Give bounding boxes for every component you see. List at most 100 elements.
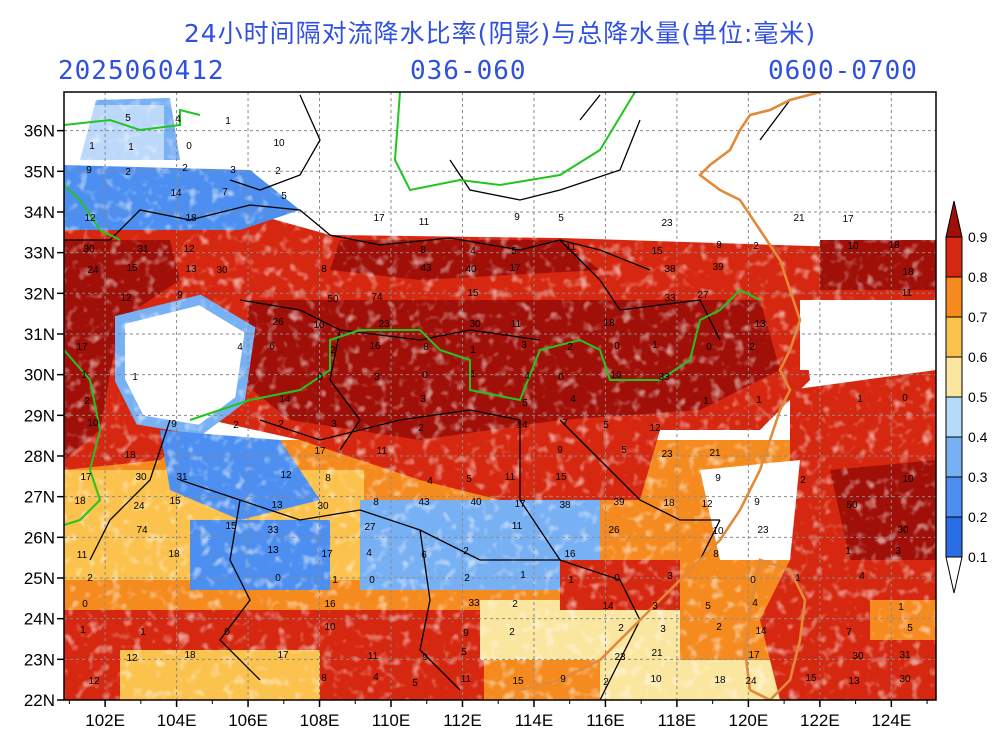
rain-amount-label: 2 <box>716 622 722 633</box>
rain-amount-label: 23 <box>378 319 390 330</box>
rain-amount-label: 3 <box>660 624 666 635</box>
rain-amount-label: 9 <box>177 290 183 301</box>
rain-amount-label: 18 <box>74 496 86 507</box>
colorbar-segment <box>945 276 963 318</box>
rain-amount-label: 6 <box>269 341 275 352</box>
rain-amount-label: 2 <box>749 342 755 353</box>
rain-amount-label: 17 <box>373 213 385 224</box>
run-date: 2025060412 <box>58 56 225 86</box>
rain-amount-label: 5 <box>412 678 418 689</box>
lon-tick-label: 120E <box>729 711 769 730</box>
rain-amount-label: 8 <box>713 549 719 560</box>
colorbar-label: 0.1 <box>968 549 988 565</box>
rain-amount-label: 1 <box>520 570 526 581</box>
rain-amount-label: 5 <box>603 420 609 431</box>
lon-tick-label: 106E <box>228 711 268 730</box>
rain-amount-label: 16 <box>369 341 381 352</box>
rain-amount-label: 10 <box>273 138 285 149</box>
rain-amount-label: 12 <box>649 423 661 434</box>
colorbar-segment <box>945 236 963 278</box>
lat-tick-label: 35N <box>24 162 55 181</box>
lat-tick-label: 31N <box>24 325 55 344</box>
rain-amount-label: 2 <box>463 546 469 557</box>
rain-amount-label: 43 <box>420 263 432 274</box>
rain-amount-label: 15 <box>555 472 567 483</box>
rain-amount-label: 2 <box>800 475 806 486</box>
rain-amount-label: 6 <box>421 550 427 561</box>
rain-amount-label: 8 <box>420 245 426 256</box>
lat-tick-label: 29N <box>24 406 55 425</box>
rain-amount-label: 30 <box>216 265 228 276</box>
rain-amount-label: 14 <box>516 420 528 431</box>
coastline <box>519 92 821 700</box>
rain-amount-label: 4 <box>752 598 758 609</box>
lon-tick-label: 102E <box>85 711 125 730</box>
time-window: 0600-0700 <box>768 56 918 86</box>
rain-amount-label: 13 <box>185 264 197 275</box>
rain-amount-label: 11 <box>566 242 577 253</box>
colorbar-segment <box>945 396 963 438</box>
rain-amount-label: 23 <box>757 525 769 536</box>
rain-amount-label: 12 <box>126 653 138 664</box>
rain-amount-label: 8 <box>321 264 327 275</box>
rain-amount-label: 31 <box>176 472 188 483</box>
rain-amount-label: 12 <box>701 499 713 510</box>
rain-amount-label: 10 <box>313 320 325 331</box>
rain-amount-label: 3 <box>521 340 527 351</box>
rain-amount-label: 21 <box>793 213 805 224</box>
lat-tick-label: 34N <box>24 203 55 222</box>
rain-amount-label: 0 <box>902 393 908 404</box>
rain-amount-label: 26 <box>608 525 620 536</box>
rain-amount-label: 7 <box>222 187 228 198</box>
rain-amount-label: 11 <box>461 674 472 685</box>
rain-amount-label: 2 <box>182 163 188 174</box>
lat-tick-label: 24N <box>24 610 55 629</box>
rain-amount-label: 11 <box>419 217 430 228</box>
rain-amount-label: 0 <box>369 575 375 586</box>
rain-amount-label: 5 <box>621 445 627 456</box>
rain-amount-label: 1 <box>128 142 134 153</box>
rain-amount-label: 9 <box>560 674 566 685</box>
rain-amount-label: 2 <box>567 342 573 353</box>
rain-amount-label: 12 <box>280 470 292 481</box>
rain-amount-label: 7 <box>562 418 568 429</box>
rain-amount-label: 8 <box>321 673 327 684</box>
rain-amount-label: 33 <box>664 293 676 304</box>
rain-amount-label: 1 <box>89 141 95 152</box>
colorbar-top-arrow <box>945 200 963 238</box>
rain-amount-label: 1 <box>652 340 658 351</box>
rain-amount-label: 23 <box>661 218 673 229</box>
lat-tick-label: 23N <box>24 650 55 669</box>
rain-amount-label: 0 <box>224 627 230 638</box>
rain-amount-label: 17 <box>80 472 92 483</box>
rain-amount-label: 18 <box>168 549 180 560</box>
rain-amount-label: 1 <box>898 602 904 613</box>
rain-amount-label: 14 <box>170 188 182 199</box>
rain-amount-label: 18 <box>902 267 914 278</box>
rain-amount-label: 21 <box>709 448 721 459</box>
rain-amount-label: 7 <box>846 627 852 638</box>
rain-amount-label: 17 <box>748 650 760 661</box>
rain-amount-label: 10 <box>87 418 99 429</box>
rain-amount-label: 1 <box>140 627 146 638</box>
rain-amount-label: 0 <box>317 372 323 383</box>
rain-amount-label: 10 <box>902 474 914 485</box>
lat-tick-label: 30N <box>24 366 55 385</box>
rain-amount-label: 12 <box>84 213 96 224</box>
rain-amount-label: 0 <box>186 141 192 152</box>
rain-amount-label: 17 <box>509 263 521 274</box>
rain-amount-label: 18 <box>888 240 900 251</box>
rain-amount-label: 0 <box>614 573 620 584</box>
rain-amount-label: 4 <box>570 394 576 405</box>
rain-amount-label: 3 <box>374 372 380 383</box>
rain-amount-label: 17 <box>321 549 333 560</box>
colorbar-label: 0.2 <box>968 509 988 525</box>
rain-amount-label: 9 <box>463 628 469 639</box>
map-title: 24小时间隔对流降水比率(阴影)与总降水量(单位:毫米) <box>183 19 817 48</box>
rain-amount-label: 0 <box>750 575 756 586</box>
rain-amount-label: 0 <box>706 342 712 353</box>
rain-amount-label: 16 <box>610 370 622 381</box>
rain-amount-label: 12 <box>120 293 132 304</box>
rain-amount-label: 33 <box>267 525 279 536</box>
